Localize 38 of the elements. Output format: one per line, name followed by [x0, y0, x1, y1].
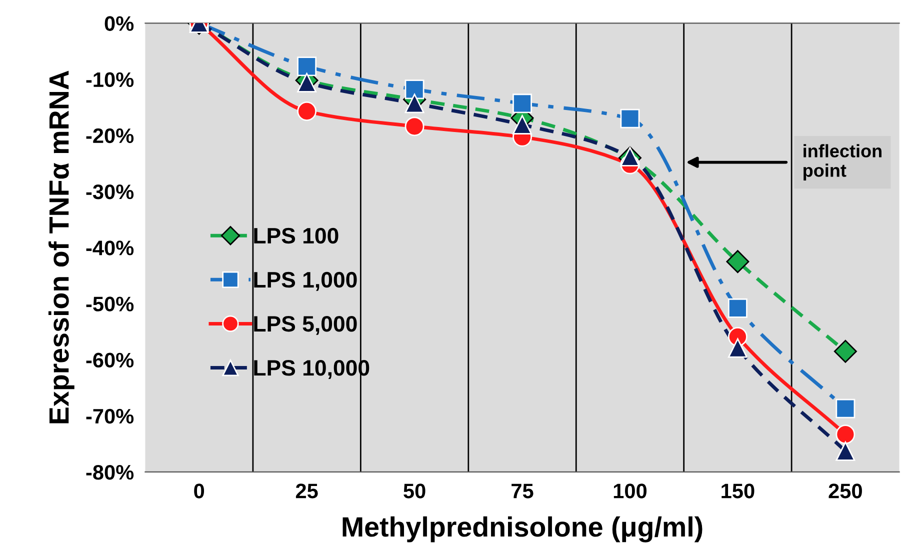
- x-tick-label: 50: [404, 484, 426, 498]
- legend-label: LPS 5,000: [254, 316, 357, 335]
- point: [297, 72, 317, 92]
- point: [512, 114, 532, 134]
- annotation: inflection point: [804, 144, 882, 180]
- point: [836, 441, 856, 461]
- point: [297, 56, 317, 76]
- x-tick-label: 150: [722, 484, 754, 498]
- x-tick-label: 100: [614, 484, 647, 498]
- point: [297, 102, 317, 121]
- point: [728, 338, 748, 358]
- point: [836, 424, 856, 444]
- y-tick-label: -60%: [86, 352, 134, 368]
- y-tick-label: -80%: [86, 464, 134, 480]
- point: [836, 398, 856, 418]
- y-tick-label: 0%: [104, 16, 134, 31]
- point: [834, 340, 857, 363]
- point: [728, 298, 748, 318]
- y-axis-title: Expression of TNFα mRNA: [48, 70, 74, 424]
- x-axis-title: Methylprednisolone (μg/ml): [342, 516, 702, 542]
- x-tick-label: 0: [194, 484, 204, 498]
- y-tick-label: -20%: [86, 128, 134, 144]
- y-tick-label: -70%: [86, 408, 134, 424]
- legend-label: LPS 100: [254, 228, 338, 244]
- y-tick-label: -10%: [86, 72, 134, 88]
- x-tick-label: 250: [828, 484, 862, 498]
- y-tick-label: -50%: [86, 296, 134, 312]
- point: [404, 94, 424, 114]
- x-tick-label: 25: [296, 484, 318, 498]
- point: [404, 80, 424, 100]
- x-tick-label: 75: [512, 484, 534, 498]
- point: [404, 116, 424, 136]
- y-tick-label: -40%: [86, 240, 134, 256]
- legend-label: LPS 1,000: [254, 272, 357, 291]
- point: [620, 108, 640, 128]
- point: [512, 94, 532, 114]
- point: [726, 250, 750, 274]
- y-tick-label: -30%: [86, 184, 134, 200]
